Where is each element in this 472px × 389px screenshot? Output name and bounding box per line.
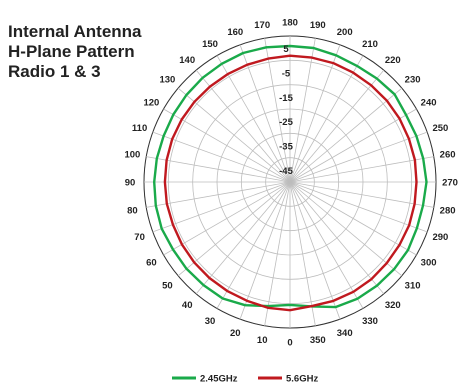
angle-tick-label: 270 (442, 178, 458, 189)
radial-tick-label: -15 (279, 93, 293, 104)
angle-tick-label: 290 (432, 232, 448, 243)
angle-tick-label: 260 (440, 150, 456, 161)
grid-spoke (195, 69, 291, 183)
grid-spoke (289, 108, 417, 183)
angle-tick-label: 310 (405, 280, 421, 291)
angle-tick-label: 340 (337, 328, 353, 339)
angle-tick-label: 30 (205, 316, 216, 327)
grid-spoke (146, 181, 291, 208)
polar-grid (143, 35, 437, 329)
grid-spoke (289, 181, 434, 208)
grid-spoke (289, 181, 341, 320)
grid-spoke (264, 38, 291, 183)
grid-spoke (163, 181, 291, 256)
angle-tick-label: 50 (162, 280, 173, 291)
chart-title-line: Internal Antenna (8, 22, 142, 41)
angle-tick-label: 150 (202, 39, 218, 50)
angle-tick-label: 20 (230, 328, 241, 339)
angle-tick-label: 180 (282, 18, 298, 29)
legend-label: 5.6GHz (286, 374, 318, 385)
angle-tick-label: 330 (362, 316, 378, 327)
chart-title-line: H-Plane Pattern (8, 42, 135, 61)
angle-tick-label: 110 (132, 123, 147, 134)
radial-tick-label: -5 (282, 69, 291, 80)
series-line-0 (152, 44, 428, 309)
angle-tick-label: 70 (134, 232, 145, 243)
chart-title: Internal Antenna H-Plane Pattern Radio 1… (8, 22, 142, 82)
grid-spoke (289, 181, 316, 326)
angle-tick-label: 100 (124, 150, 140, 161)
grid-spoke (289, 181, 403, 277)
grid-spoke (216, 181, 291, 309)
angle-tick-label: 190 (310, 20, 326, 31)
radial-tick-label: 5 (283, 44, 289, 55)
radial-tick-label: -35 (279, 142, 293, 153)
grid-spoke (177, 87, 291, 183)
grid-spoke (289, 44, 341, 183)
angle-tick-label: 10 (257, 335, 268, 346)
grid-spoke (289, 181, 385, 295)
grid-spoke (239, 181, 291, 320)
grid-spoke (289, 181, 364, 309)
angle-tick-label: 230 (405, 75, 421, 86)
grid-spoke (239, 44, 291, 183)
grid-spoke (146, 156, 291, 183)
angle-tick-label: 140 (179, 55, 195, 66)
angle-tick-label: 80 (127, 205, 138, 216)
angle-tick-label: 280 (440, 205, 456, 216)
grid-spoke (289, 156, 434, 183)
angle-tick-label: 320 (385, 300, 401, 311)
grid-spoke (152, 131, 291, 183)
angle-tick-label: 300 (421, 258, 437, 269)
angle-tick-label: 40 (182, 300, 193, 311)
grid-spoke (264, 181, 291, 326)
grid-spoke (289, 181, 417, 256)
angle-tick-label: 240 (421, 98, 437, 109)
chart-title-line: Radio 1 & 3 (8, 62, 101, 81)
angle-tick-label: 90 (125, 178, 136, 189)
grid-spoke (289, 38, 316, 183)
angle-tick-label: 350 (310, 335, 326, 346)
angle-tick-label: 130 (159, 75, 175, 86)
grid-spoke (289, 131, 428, 183)
grid-spoke (289, 87, 403, 183)
legend: 2.45GHz 5.6GHz (172, 374, 318, 385)
angle-tick-label: 210 (362, 39, 378, 50)
angle-tick-label: 170 (254, 20, 270, 31)
angle-tick-label: 200 (337, 27, 353, 38)
angle-tick-label: 220 (385, 55, 401, 66)
grid-spoke (289, 55, 364, 183)
label-group: 180 1902002102202302402502602702802903003… (124, 18, 457, 349)
angle-tick-label: 60 (146, 258, 157, 269)
grid-spoke (289, 181, 428, 233)
series-line-1 (163, 54, 418, 312)
radial-tick-label: -45 (279, 166, 293, 177)
grid-spoke (177, 181, 291, 277)
legend-label: 2.45GHz (200, 374, 238, 385)
grid-spoke (152, 181, 291, 233)
grid-spoke (163, 108, 291, 183)
grid-spoke (195, 181, 291, 295)
series-group (152, 44, 428, 312)
angle-tick-label: 250 (432, 123, 448, 134)
angle-tick-label: 0 (287, 338, 292, 349)
angle-tick-label: 120 (143, 98, 159, 109)
grid-spoke (216, 55, 291, 183)
radial-tick-label: -25 (279, 117, 293, 128)
angle-tick-label: 160 (227, 27, 243, 38)
grid-spoke (289, 69, 385, 183)
